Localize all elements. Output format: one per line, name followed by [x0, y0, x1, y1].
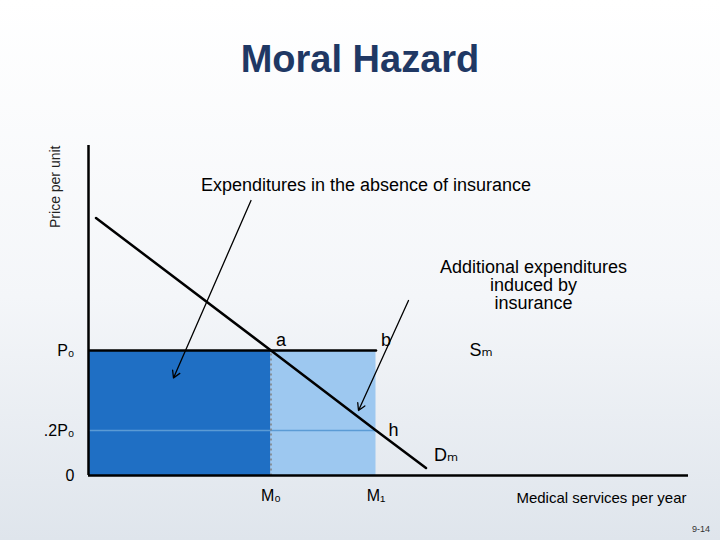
svg-text:a: a [276, 330, 287, 350]
svg-text:Sₘ: Sₘ [469, 340, 492, 360]
svg-text:.2P₀: .2P₀ [44, 422, 75, 439]
svg-text:Dₘ: Dₘ [434, 445, 458, 465]
svg-text:M₁: M₁ [367, 487, 386, 504]
html-text:9-14: 9-14 [692, 524, 710, 534]
html-text:Moral Hazard: Moral Hazard [240, 38, 480, 80]
svg-text:b: b [381, 330, 391, 350]
svg-text:P₀: P₀ [57, 342, 74, 359]
svg-text:M₀: M₀ [261, 487, 281, 504]
svg-text:Additional expendituresinduced: Additional expendituresinduced byinsuran… [440, 257, 627, 313]
svg-text:Expenditures in the absence of: Expenditures in the absence of insurance [201, 175, 531, 195]
svg-text:Medical services per year: Medical services per year [516, 489, 686, 506]
svg-text:Price per unit: Price per unit [47, 145, 63, 228]
svg-text:h: h [388, 420, 398, 440]
svg-text:0: 0 [66, 467, 75, 484]
